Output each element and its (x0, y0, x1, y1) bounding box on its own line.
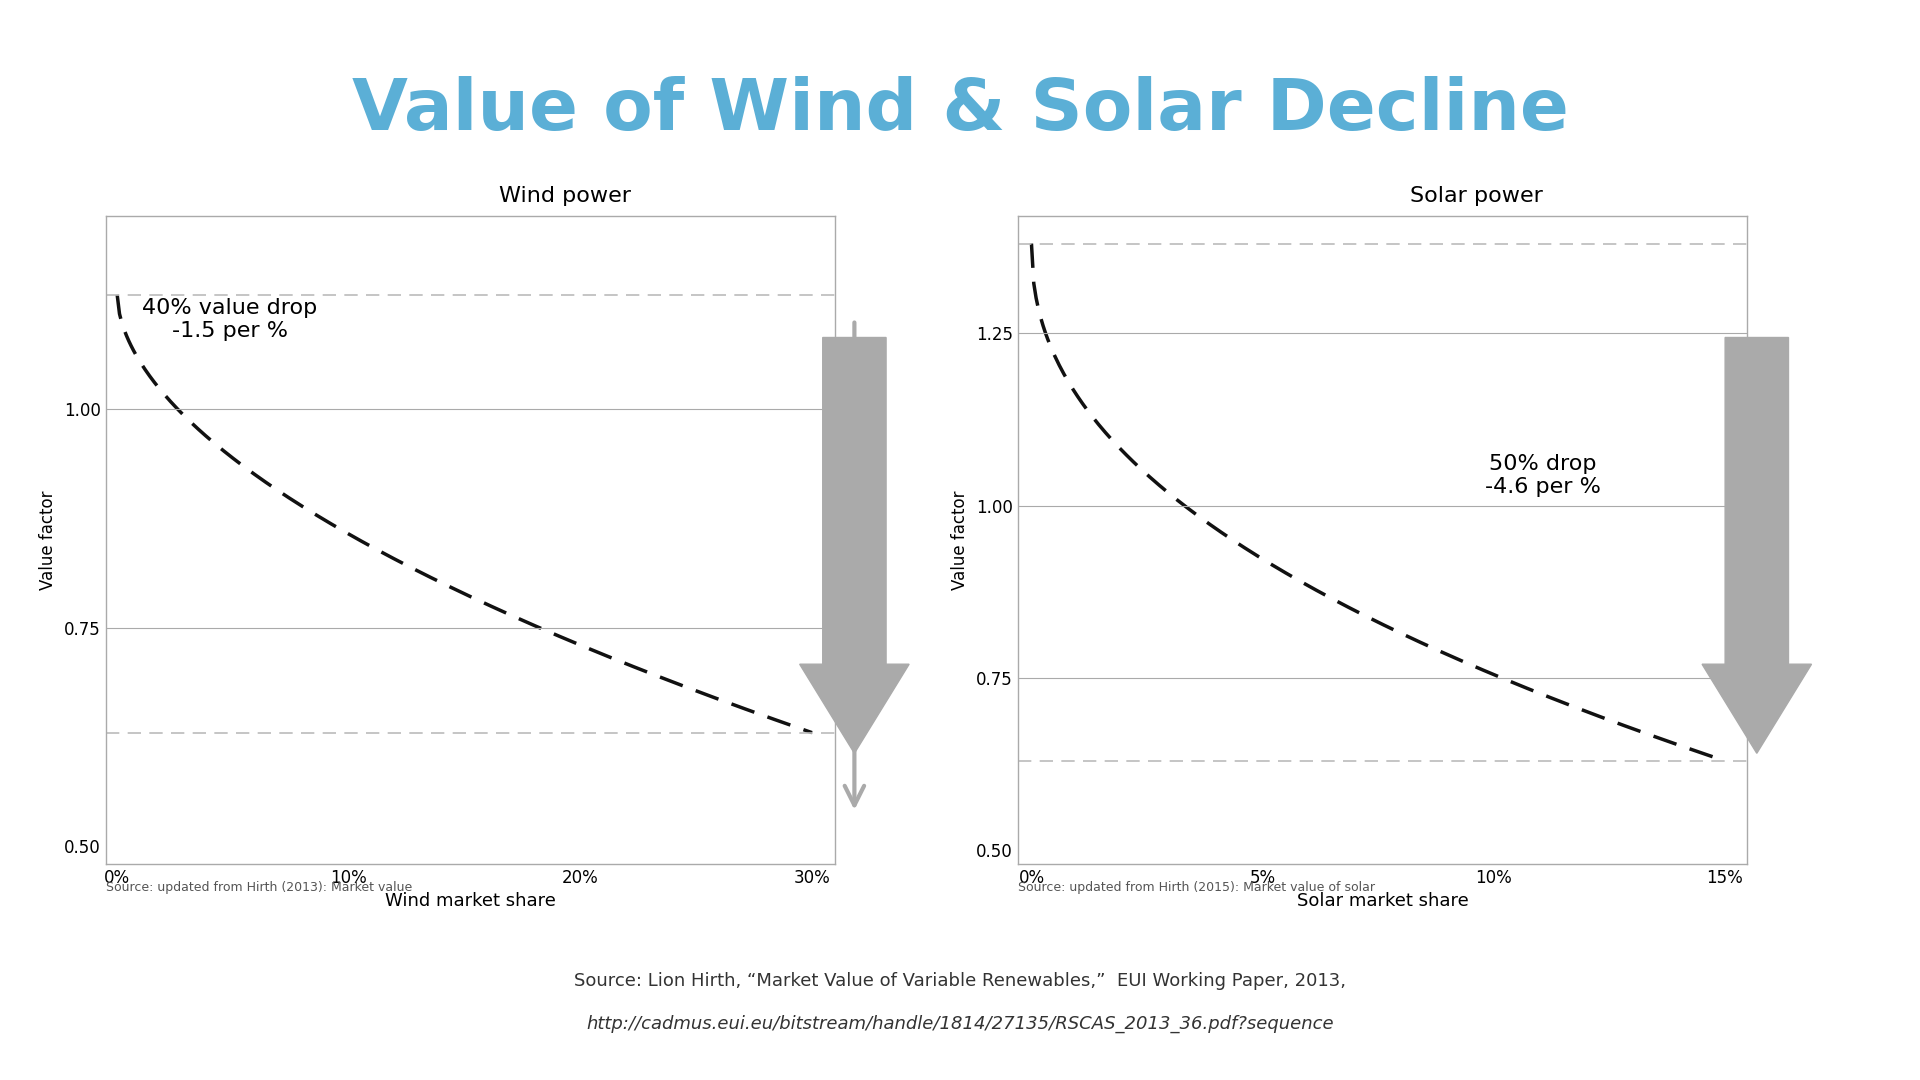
Text: Wind power: Wind power (499, 186, 632, 206)
FancyArrow shape (1703, 337, 1812, 754)
Y-axis label: Value factor: Value factor (38, 490, 58, 590)
Text: Source: updated from Hirth (2015): Market value of solar: Source: updated from Hirth (2015): Marke… (1018, 881, 1375, 894)
Text: 50% drop
-4.6 per %: 50% drop -4.6 per % (1484, 454, 1601, 497)
FancyArrow shape (799, 337, 910, 754)
Text: Solar power: Solar power (1409, 186, 1544, 206)
Y-axis label: Value factor: Value factor (950, 490, 970, 590)
Text: http://cadmus.eui.eu/bitstream/handle/1814/27135/RSCAS_2013_36.pdf?sequence: http://cadmus.eui.eu/bitstream/handle/18… (586, 1015, 1334, 1034)
Text: Value of Wind & Solar Decline: Value of Wind & Solar Decline (351, 76, 1569, 145)
Text: Source: updated from Hirth (2013): Market value: Source: updated from Hirth (2013): Marke… (106, 881, 413, 894)
X-axis label: Wind market share: Wind market share (386, 892, 555, 910)
Text: Source: Lion Hirth, “Market Value of Variable Renewables,”  EUI Working Paper, 2: Source: Lion Hirth, “Market Value of Var… (574, 972, 1346, 990)
X-axis label: Solar market share: Solar market share (1296, 892, 1469, 910)
Text: 40% value drop
-1.5 per %: 40% value drop -1.5 per % (142, 298, 317, 341)
